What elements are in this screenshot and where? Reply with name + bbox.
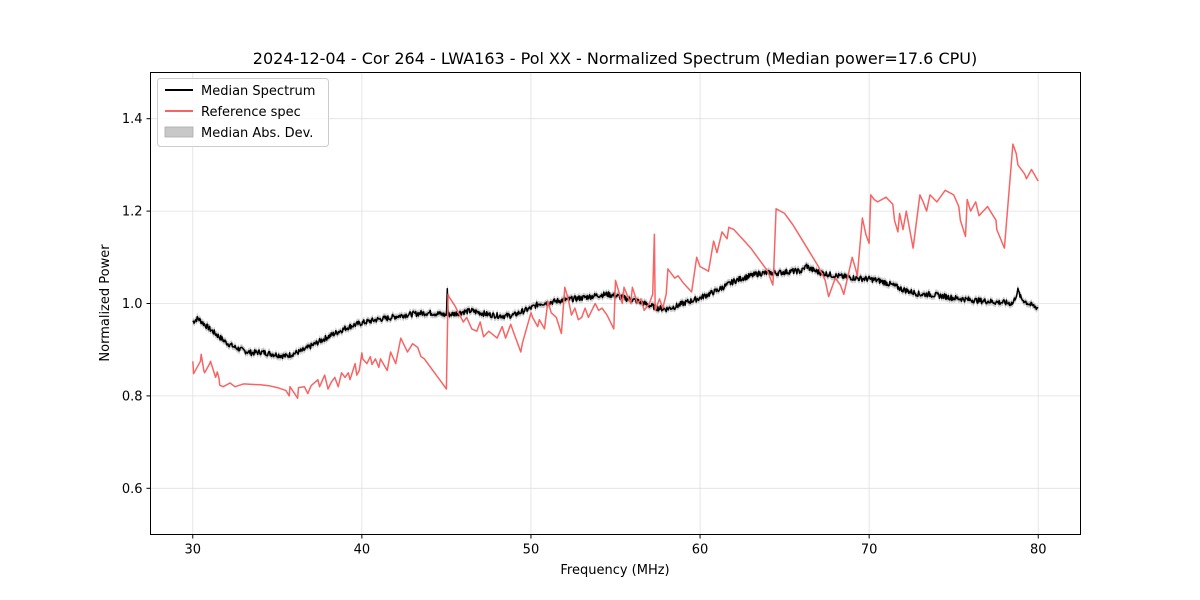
y-axis-label: Normalized Power [98, 244, 113, 362]
x-tick-label: 80 [1030, 543, 1047, 558]
y-tick-label: 1.0 [122, 297, 143, 312]
x-tick-label: 50 [523, 543, 540, 558]
legend-box [157, 78, 329, 147]
legend: Median Spectrum Reference spec Median Ab… [157, 78, 329, 147]
y-tick-label: 0.6 [122, 482, 143, 497]
y-axis: 0.6 0.8 1.0 1.2 1.4 [122, 112, 151, 497]
y-tick-label: 0.8 [122, 389, 143, 404]
y-tick-label: 1.2 [122, 205, 143, 220]
x-axis-label: Frequency (MHz) [560, 563, 669, 578]
legend-swatch-median-abs-dev [164, 126, 194, 138]
x-tick-label: 70 [861, 543, 878, 558]
median-abs-dev-band [192, 260, 1039, 362]
mad-band-layer [192, 260, 1039, 362]
grid-lines [150, 72, 1081, 535]
legend-label-median-abs-dev: Median Abs. Dev. [201, 126, 313, 141]
series-layer [192, 143, 1039, 399]
chart-title: 2024-12-04 - Cor 264 - LWA163 - Pol XX -… [253, 49, 977, 68]
x-tick-label: 60 [692, 543, 709, 558]
x-tick-label: 30 [184, 543, 201, 558]
y-tick-label: 1.4 [122, 112, 143, 127]
x-tick-label: 40 [354, 543, 371, 558]
reference-spec-line [192, 143, 1039, 399]
x-axis: 30 40 50 60 70 80 [184, 534, 1047, 558]
legend-label-reference-spec: Reference spec [201, 105, 301, 120]
legend-label-median-spectrum: Median Spectrum [201, 84, 315, 99]
